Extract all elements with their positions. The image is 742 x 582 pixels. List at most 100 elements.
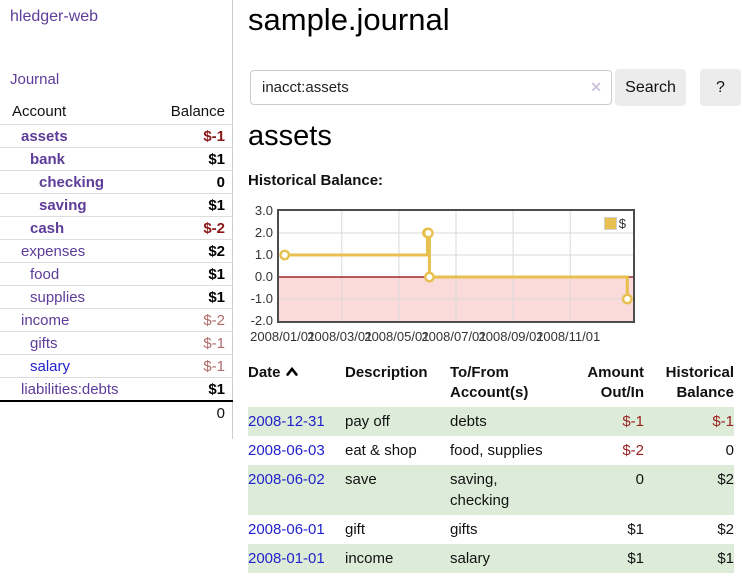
register-table: Date Description To/From Account(s) Amou… <box>248 360 734 573</box>
account-row: expenses $2 <box>0 239 233 263</box>
account-balance: $1 <box>152 193 233 217</box>
transaction-description: gift <box>345 521 366 538</box>
account-link[interactable]: saving <box>39 196 87 214</box>
chart-svg <box>279 211 633 321</box>
account-link[interactable]: bank <box>30 150 66 168</box>
register-col-date[interactable]: Date <box>248 360 345 407</box>
account-row: liabilities:debts $1 <box>0 377 233 401</box>
transaction-accounts: salary <box>450 544 558 573</box>
nav-journal-link[interactable]: Journal <box>10 71 60 88</box>
transaction-balance: $2 <box>717 521 734 538</box>
sidebar: hledger-web Journal Account Balance asse… <box>0 0 233 439</box>
register-col-accounts: To/From Account(s) <box>450 364 529 401</box>
historical-balance-chart: 3.0 2.0 1.0 0.0 -1.0 -2.0 $ 2008/01/01 2008/03… <box>240 200 742 348</box>
chart-title: Historical Balance: <box>248 172 384 189</box>
y-tick-label: 3.0 <box>254 203 273 218</box>
transaction-description: eat & shop <box>345 442 417 459</box>
y-tick-label: -1.0 <box>250 291 273 306</box>
transaction-date-link[interactable]: 2008-01-01 <box>248 550 325 567</box>
y-tick-label: 2.0 <box>254 225 273 240</box>
transaction-amount: $-1 <box>558 407 644 436</box>
account-balance: $-1 <box>152 331 233 355</box>
transaction-amount: 0 <box>558 465 644 515</box>
account-row: food $1 <box>0 262 233 286</box>
transaction-description: pay off <box>345 407 450 436</box>
transaction-date-link[interactable]: 2008-06-02 <box>248 471 325 488</box>
account-link[interactable]: food <box>30 265 60 283</box>
transaction-date-link[interactable]: 2008-12-31 <box>248 413 325 430</box>
account-balance: $-2 <box>152 216 233 240</box>
account-balance: 0 <box>152 170 233 194</box>
y-tick-label: 1.0 <box>254 247 273 262</box>
account-row: saving $1 <box>0 193 233 217</box>
transaction-description: income <box>345 544 450 573</box>
transaction-row: 2008-06-01 gift gifts $1 $2 <box>248 515 734 544</box>
transaction-amount: $1 <box>558 544 644 573</box>
y-tick-label: -2.0 <box>250 313 273 328</box>
account-balance: $-2 <box>152 308 233 332</box>
account-link[interactable]: gifts <box>30 334 58 352</box>
accounts-col-account: Account <box>12 103 67 120</box>
account-link[interactable]: cash <box>30 219 65 237</box>
account-row: checking 0 <box>0 170 233 194</box>
account-link[interactable]: income <box>21 311 70 329</box>
account-row: supplies $1 <box>0 285 233 309</box>
transaction-row: 2008-01-01 income salary $1 $1 <box>248 544 734 573</box>
account-balance: $-1 <box>152 124 233 148</box>
legend-label: $ <box>618 216 626 231</box>
register-col-balance: Historical Balance <box>665 364 734 401</box>
transaction-balance: $1 <box>644 544 734 573</box>
account-row: cash $-2 <box>0 216 233 240</box>
transaction-row: 2008-12-31 pay off debts $-1 $-1 <box>248 407 734 436</box>
clear-search-icon[interactable]: ✕ <box>590 79 602 95</box>
x-tick-label: 2008/09/01 <box>478 329 544 344</box>
legend-swatch-icon <box>603 217 617 230</box>
accounts-table: Account Balance assets $-1 bank $1 check… <box>0 101 233 424</box>
accounts-header-row: Account Balance <box>0 101 233 125</box>
transaction-row: 2008-06-02 save saving, checking 0 $2 <box>248 465 734 515</box>
account-link[interactable]: supplies <box>30 288 86 306</box>
account-balance: $1 <box>152 377 233 401</box>
transaction-row: 2008-06-03 eat & shop food, supplies $-2… <box>248 436 734 465</box>
x-tick-label: 2008/05/01 <box>364 329 430 344</box>
transaction-balance: $2 <box>644 465 734 515</box>
account-balance: $-1 <box>152 354 233 378</box>
search-button[interactable]: Search <box>615 69 686 106</box>
transaction-accounts: debts <box>450 407 558 436</box>
account-balance: $2 <box>152 239 233 263</box>
transaction-amount: $1 <box>627 521 644 538</box>
account-link[interactable]: assets <box>21 127 68 145</box>
chart-legend: $ <box>602 215 627 232</box>
account-link[interactable]: liabilities:debts <box>21 380 119 398</box>
accounts-total-row: 0 <box>0 400 233 424</box>
transaction-accounts: gifts <box>450 521 478 538</box>
account-row: assets $-1 <box>0 124 233 148</box>
account-link[interactable]: salary <box>30 357 71 375</box>
search-input[interactable] <box>252 72 572 103</box>
accounts-total-value: 0 <box>152 400 233 424</box>
register-col-amount: Amount Out/In <box>587 364 644 401</box>
chart-plot-area[interactable]: $ <box>277 209 635 323</box>
search-box: ✕ <box>250 70 612 105</box>
account-link[interactable]: checking <box>39 173 105 191</box>
account-row: salary $-1 <box>0 354 233 378</box>
page-title: sample.journal <box>248 2 450 37</box>
account-balance: $1 <box>152 147 233 171</box>
search-form: ✕ Search ? <box>248 69 742 107</box>
transaction-date-link[interactable]: 2008-06-03 <box>248 442 325 459</box>
account-link[interactable]: expenses <box>21 242 86 260</box>
x-tick-label: 2008/03/01 <box>307 329 373 344</box>
sort-ascending-icon <box>285 366 298 376</box>
account-balance: $1 <box>152 262 233 286</box>
transaction-balance: $-1 <box>644 407 734 436</box>
transaction-date-link[interactable]: 2008-06-01 <box>248 521 325 538</box>
transaction-accounts: food, supplies <box>450 442 543 459</box>
account-title: assets <box>248 120 332 152</box>
x-tick-label: 2008/01/01 <box>250 329 316 344</box>
account-row: gifts $-1 <box>0 331 233 355</box>
app-title-link[interactable]: hledger-web <box>10 8 99 25</box>
help-button[interactable]: ? <box>700 69 741 106</box>
x-tick-label: 2008/07/01 <box>421 329 487 344</box>
transaction-amount: $-2 <box>622 442 644 459</box>
account-row: income $-2 <box>0 308 233 332</box>
